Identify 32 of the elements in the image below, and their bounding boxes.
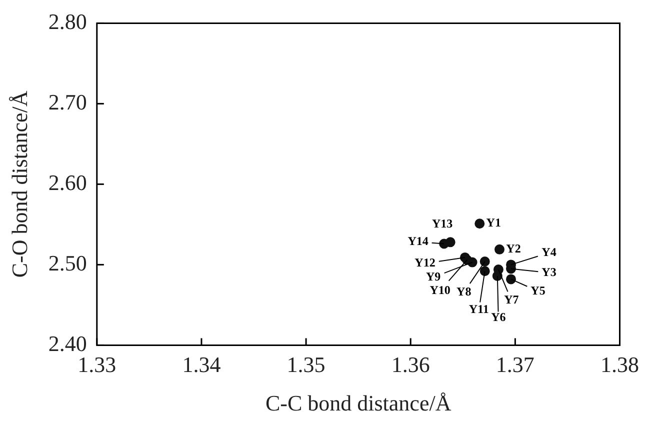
annotation: Y12: [414, 256, 436, 270]
annotation: Y9: [426, 269, 441, 284]
annotation: Y3: [542, 264, 556, 279]
y-tick-label: 2.80: [48, 8, 87, 34]
annotation: Y11: [468, 302, 489, 316]
annotation: Y5: [530, 283, 546, 298]
annotation: Y4: [542, 244, 556, 259]
x-tick-label: 1.35: [286, 352, 326, 378]
annotation: Y8: [456, 284, 472, 299]
x-tick-label: 1.37: [496, 352, 534, 378]
x-tick-label: 1.38: [600, 352, 639, 378]
annotation: Y14: [408, 234, 428, 248]
y-tick-label: 2.50: [48, 250, 87, 276]
y-tick-label: 2.60: [48, 170, 87, 195]
annotation: Y7: [504, 292, 519, 307]
x-tick-label: 1.34: [182, 352, 221, 378]
point: [506, 274, 516, 284]
annotation: Y2: [506, 242, 521, 256]
y-axis-title: C-O bond distance/Å: [6, 90, 32, 278]
point: [474, 218, 485, 229]
annotation: Y6: [491, 310, 506, 324]
x-tick-label: 1.36: [391, 352, 430, 378]
annotation: Y13: [432, 216, 453, 230]
annotation: Y1: [486, 216, 501, 230]
x-axis-title: C-C bond distance/Å: [265, 390, 452, 416]
annotation: Y10: [430, 282, 450, 297]
point: [480, 266, 490, 276]
point: [480, 256, 490, 266]
point: [494, 244, 504, 254]
point: [493, 264, 504, 275]
point: [439, 238, 450, 249]
y-tick-label: 2.70: [48, 89, 87, 114]
